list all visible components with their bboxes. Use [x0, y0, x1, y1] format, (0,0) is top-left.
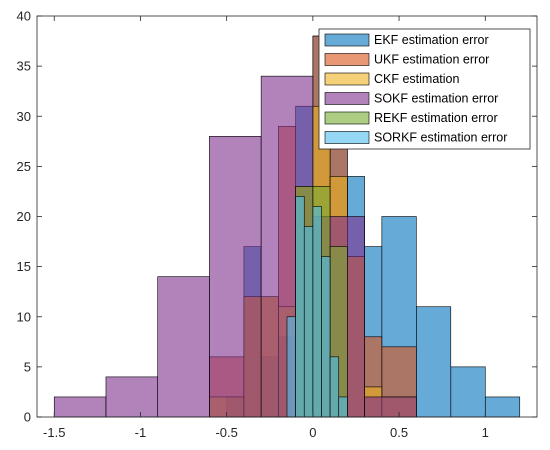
histogram-bar [338, 396, 348, 418]
y-tick-label: 40 [17, 9, 31, 24]
x-tick-label: -1.5 [43, 425, 65, 440]
legend-swatch [324, 111, 370, 125]
x-tick-label: 0.5 [390, 425, 408, 440]
legend-item: SORKF estimation error [324, 131, 507, 145]
y-tick-label: 10 [17, 309, 31, 324]
legend-label: SOKF estimation error [374, 92, 498, 106]
legend-label: SORKF estimation error [374, 131, 507, 145]
histogram-bar [53, 396, 107, 418]
y-tick-label: 15 [17, 259, 31, 274]
x-tick-label: -1 [135, 425, 147, 440]
legend-label: UKF estimation error [374, 53, 489, 67]
y-tick-label: 25 [17, 159, 31, 174]
legend-item: SOKF estimation error [324, 92, 498, 106]
histogram-bar [295, 196, 305, 418]
y-tick-label: 5 [24, 359, 31, 374]
legend-box [318, 28, 531, 150]
histogram-bar [321, 256, 331, 418]
x-tick-label: -0.5 [215, 425, 237, 440]
histogram-bar [105, 376, 158, 418]
legend: EKF estimation error UKF estimation error… [318, 28, 531, 150]
legend-swatch [324, 92, 370, 105]
histogram-bar [303, 226, 314, 418]
legend-label: REKF estimation error [374, 111, 498, 125]
histogram-bar [209, 136, 262, 418]
x-tick-label: 1 [482, 425, 489, 440]
legend-label: CKF estimation [374, 72, 459, 86]
y-tick-label: 35 [17, 59, 31, 74]
legend-swatch [324, 131, 370, 144]
histogram-bar [364, 396, 417, 418]
histogram-bar [157, 276, 210, 418]
y-tick-label: 20 [17, 209, 31, 224]
histogram-bar [450, 366, 486, 418]
legend-swatch [324, 53, 370, 66]
histogram-bar [312, 206, 322, 418]
legend-item: EKF estimation error [324, 33, 489, 47]
histogram-bar [416, 306, 452, 418]
histogram-bar [286, 316, 296, 418]
y-tick-label: 30 [17, 109, 31, 124]
legend-item: REKF estimation error [324, 111, 498, 125]
legend-item: CKF estimation [324, 72, 459, 86]
legend-label: EKF estimation error [374, 33, 489, 47]
x-tick-label: 0 [309, 425, 316, 440]
legend-item: UKF estimation error [324, 53, 489, 67]
y-tick-label: 0 [24, 410, 31, 425]
bars-layer [53, 35, 521, 418]
legend-swatch [324, 72, 370, 86]
legend-swatch [324, 33, 370, 47]
histogram-bar [329, 356, 340, 418]
histogram-bar [484, 396, 521, 418]
